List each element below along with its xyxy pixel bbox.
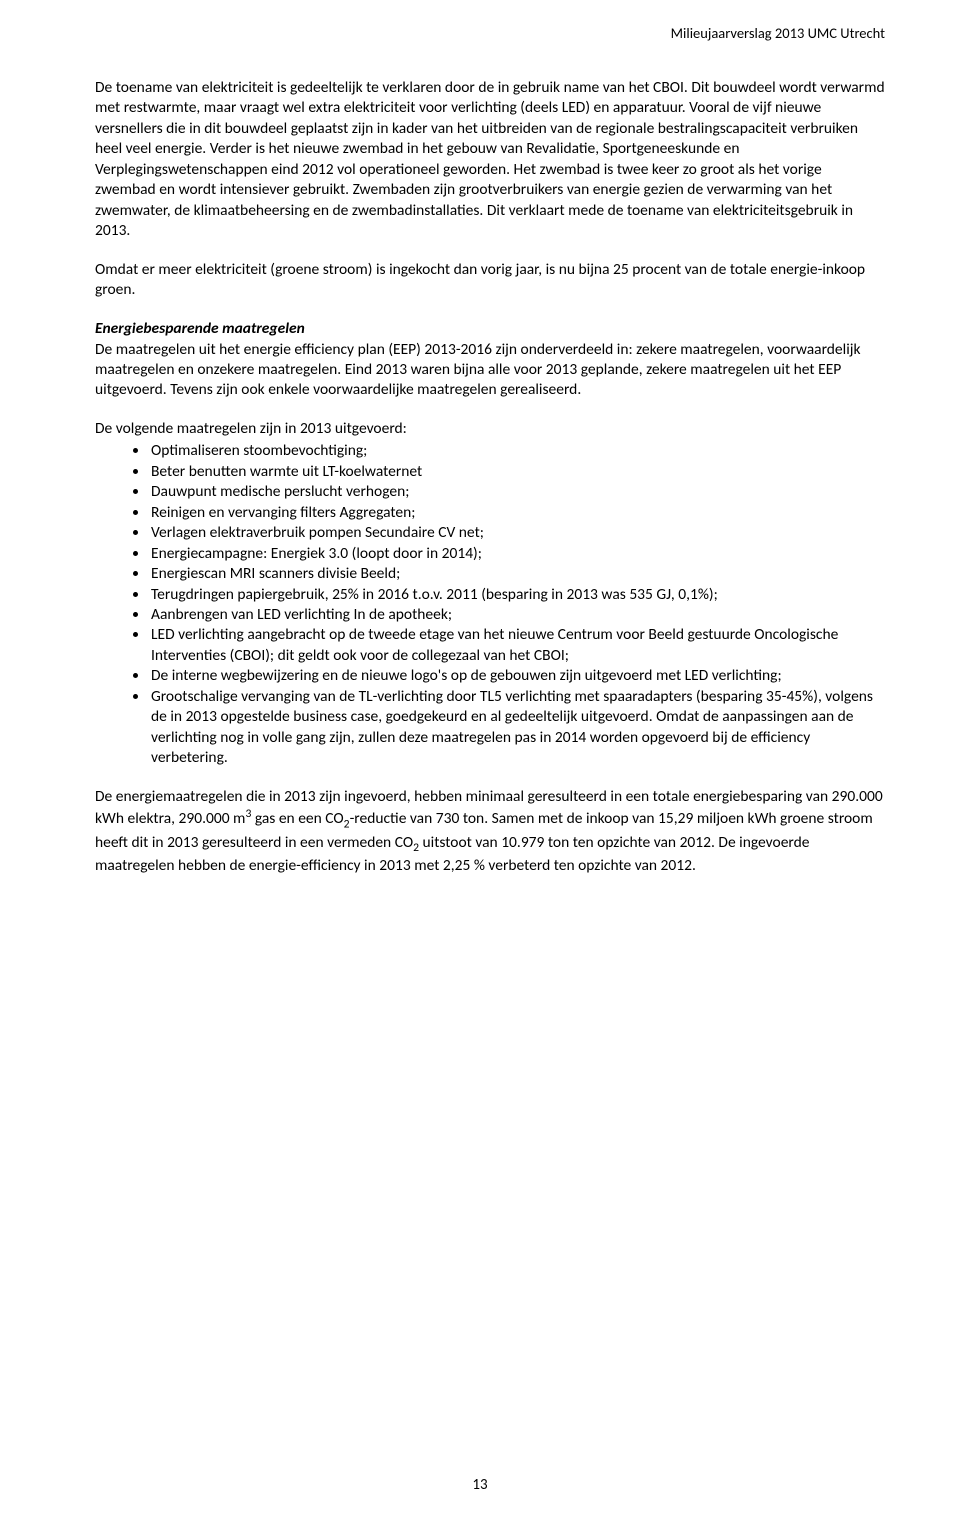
measures-intro: De volgende maatregelen zijn in 2013 uit…	[95, 419, 885, 439]
measures-list: Optimaliseren stoombevochtiging; Beter b…	[95, 441, 885, 768]
list-item: Terugdringen papiergebruik, 25% in 2016 …	[149, 585, 885, 605]
para4-mid: gas en een CO	[251, 809, 343, 828]
document-page: Milieujaarverslag 2013 UMC Utrecht De to…	[0, 0, 960, 1518]
header-title-right: Milieujaarverslag 2013 UMC Utrecht	[671, 24, 885, 42]
list-item: Grootschalige vervanging van de TL-verli…	[149, 687, 885, 769]
list-item: Reinigen en vervanging filters Aggregate…	[149, 503, 885, 523]
paragraph-3: De maatregelen uit het energie efficienc…	[95, 340, 885, 401]
list-item: Energiecampagne: Energiek 3.0 (loopt doo…	[149, 544, 885, 564]
list-item: De interne wegbewijzering en de nieuwe l…	[149, 666, 885, 686]
list-item: Aanbrengen van LED verlichting In de apo…	[149, 605, 885, 625]
paragraph-1: De toename van elektriciteit is gedeelte…	[95, 78, 885, 242]
section-heading: Energiebesparende maatregelen	[95, 319, 885, 338]
list-item: Beter benutten warmte uit LT-koelwaterne…	[149, 462, 885, 482]
list-item: LED verlichting aangebracht op de tweede…	[149, 625, 885, 666]
list-item: Verlagen elektraverbruik pompen Secundai…	[149, 523, 885, 543]
list-item: Energiescan MRI scanners divisie Beeld;	[149, 564, 885, 584]
paragraph-4: De energiemaatregelen die in 2013 zijn i…	[95, 787, 885, 877]
list-item: Optimaliseren stoombevochtiging;	[149, 441, 885, 461]
section-energy-saving: Energiebesparende maatregelen De maatreg…	[95, 319, 885, 401]
page-number: 13	[0, 1476, 960, 1494]
list-item: Dauwpunt medische perslucht verhogen;	[149, 482, 885, 502]
paragraph-2: Omdat er meer elektriciteit (groene stro…	[95, 260, 885, 301]
